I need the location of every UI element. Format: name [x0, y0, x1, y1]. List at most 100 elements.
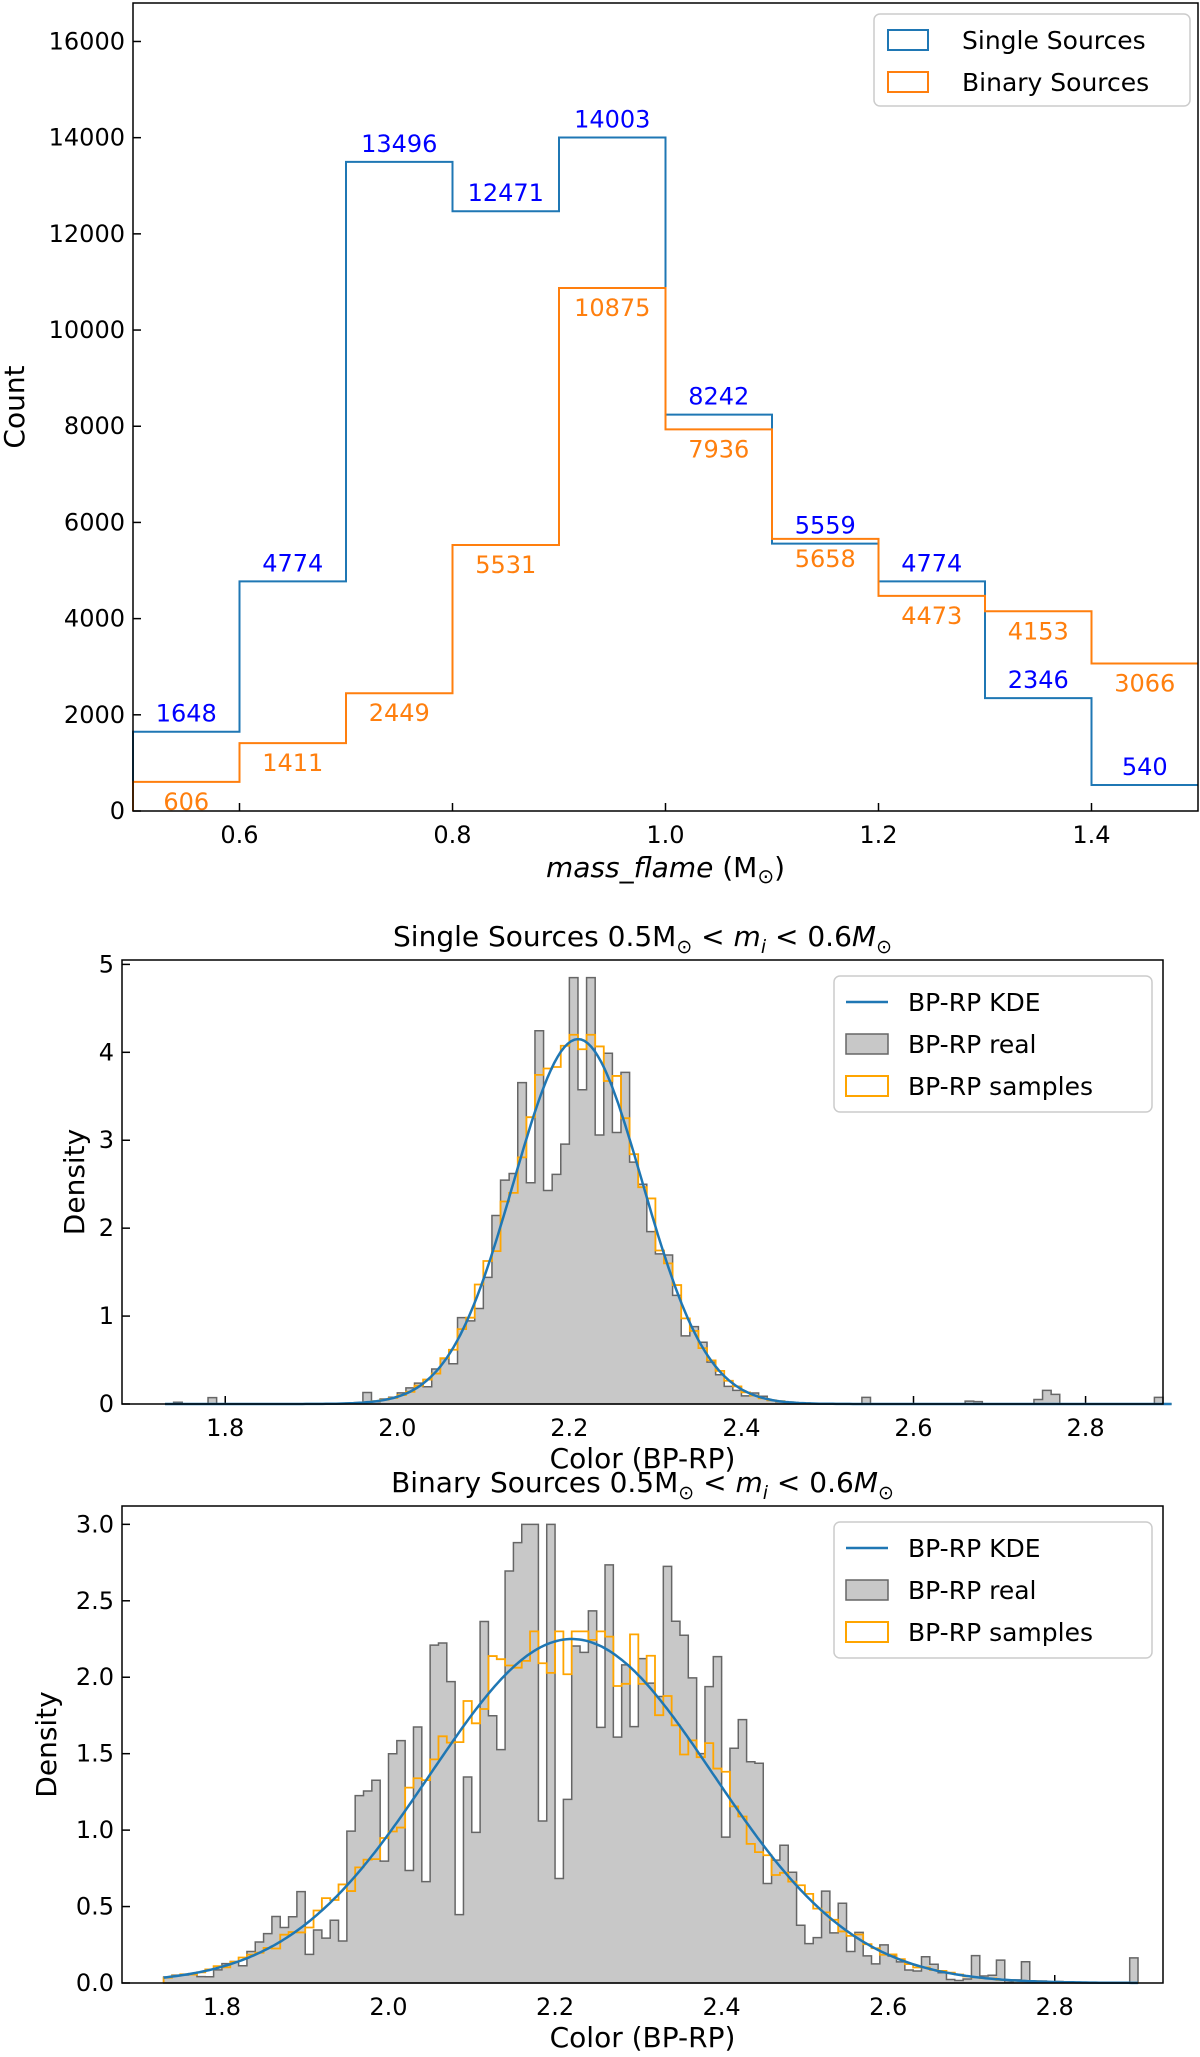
title-math: < 0.6 — [768, 1466, 854, 1499]
x-tick-label: 1.8 — [206, 1414, 244, 1442]
chart-title: Single Sources 0.5M⊙ < mi < 0.6M⊙ — [393, 920, 892, 958]
y-tick-label: 4 — [99, 1038, 114, 1066]
title-math: i — [761, 936, 767, 958]
legend-label: BP-RP samples — [908, 1072, 1093, 1101]
panel-binary-color-density: 1.8 2.0 2.2 2.4 2.6 2.8 0.0 0.5 1.0 1.5 2.0 2.5 3.0 B… — [30, 1466, 1164, 2054]
bar-value-label: 3066 — [1114, 670, 1175, 698]
x-axis-label: Color (BP-RP) — [550, 1442, 736, 1475]
plot-frame — [121, 1505, 1164, 1984]
y-tick-label: 1.5 — [76, 1740, 114, 1768]
legend-swatch — [845, 1621, 889, 1643]
x-axis-label-main: mass_flame — [546, 851, 713, 884]
title-math: M — [852, 920, 876, 953]
y-tick-label: 1.0 — [76, 1816, 114, 1844]
y-tick-label: 16000 — [49, 27, 125, 55]
y-tick-label: 3 — [99, 1126, 114, 1154]
bar-value-label: 8242 — [688, 383, 749, 411]
legend-box — [833, 975, 1153, 1113]
title-math: m — [734, 920, 761, 953]
x-tick-label: 2.6 — [894, 1414, 932, 1442]
series-binary-step-line — [132, 286, 1198, 811]
y-tick-label: 2.0 — [76, 1663, 114, 1691]
legend-swatch — [887, 29, 929, 51]
bar-value-label: 1411 — [262, 749, 323, 777]
y-axis-label: Density — [58, 1129, 91, 1235]
y-tick-label: 0 — [110, 797, 125, 825]
x-tick-label: 2.0 — [369, 1993, 407, 2021]
bar-value-label: 4473 — [901, 602, 962, 630]
x-tick-label: 2.6 — [869, 1993, 907, 2021]
y-tick-label: 2.5 — [76, 1587, 114, 1615]
bar-value-label: 4774 — [901, 549, 962, 577]
sun-symbol: ⊙ — [878, 1482, 894, 1504]
sun-symbol: ⊙ — [876, 936, 892, 958]
sun-symbol: ⊙ — [757, 864, 774, 888]
y-tick-label: 0.5 — [76, 1893, 114, 1921]
y-tick-label: 0.0 — [76, 1969, 114, 1997]
y-tick-label: 3.0 — [76, 1510, 114, 1538]
title-math: < — [692, 920, 733, 953]
y-tick-label: 2 — [99, 1214, 114, 1242]
y-tick-label: 8000 — [64, 412, 125, 440]
bar-value-label: 13496 — [361, 130, 437, 158]
plot-frame — [121, 959, 1164, 1405]
sun-symbol: ⊙ — [678, 1482, 694, 1504]
x-tick-label: 2.4 — [703, 1993, 741, 2021]
title-math: < 0.6 — [766, 920, 852, 953]
x-tick-label: 2.0 — [378, 1414, 416, 1442]
legend-swatch — [845, 1033, 889, 1055]
bar-value-label: 4774 — [262, 549, 323, 577]
legend-label: BP-RP real — [908, 1030, 1036, 1059]
bar-value-label: 2346 — [1008, 666, 1069, 694]
bar-value-label: 10875 — [574, 294, 650, 322]
legend-label: BP-RP samples — [908, 1618, 1093, 1647]
legend-swatch — [845, 1579, 889, 1601]
legend-box — [873, 13, 1191, 107]
chart-title-text: Binary Sources 0.5M — [391, 1466, 678, 1499]
x-tick-label: 2.8 — [1036, 1993, 1074, 2021]
y-tick-label: 5 — [99, 950, 114, 978]
y-tick-label: 2000 — [64, 701, 125, 729]
x-tick-label: 2.2 — [550, 1414, 588, 1442]
x-axis-label-unit: (M — [713, 851, 757, 884]
y-tick-label: 12000 — [49, 220, 125, 248]
title-math: M — [854, 1466, 878, 1499]
panel-mass-histogram: 0.6 0.8 1.0 1.2 1.4 0 2000 4000 6000 8000 10000 120… — [0, 2, 1199, 888]
bar-value-label: 7936 — [688, 435, 749, 463]
x-tick-label: 1.0 — [646, 821, 684, 849]
x-tick-label: 0.8 — [433, 821, 471, 849]
y-tick-label: 10000 — [49, 316, 125, 344]
y-tick-label: 14000 — [49, 124, 125, 152]
y-axis-label: Count — [0, 365, 31, 448]
y-tick-label: 4000 — [64, 605, 125, 633]
legend-swatch — [887, 71, 929, 93]
bar-value-label: 5531 — [475, 551, 536, 579]
y-tick-label: 1 — [99, 1302, 114, 1330]
sun-symbol: ⊙ — [676, 936, 692, 958]
bar-value-label: 12471 — [468, 179, 544, 207]
x-axis-label: Color (BP-RP) — [550, 2021, 736, 2054]
panel-single-color-density: 1.8 2.0 2.2 2.4 2.6 2.8 0 1 2 3 4 5 Single Sources 0… — [58, 920, 1172, 1475]
x-tick-label: 2.8 — [1066, 1414, 1104, 1442]
x-axis-label-close: ) — [774, 851, 785, 884]
legend-box — [833, 1521, 1153, 1659]
bar-value-label: 5559 — [795, 512, 856, 540]
bar-value-label: 540 — [1122, 753, 1168, 781]
kde-curve — [163, 1637, 1138, 1985]
legend-swatch — [845, 1075, 889, 1097]
y-tick-label: 0 — [99, 1390, 114, 1418]
x-tick-label: 1.8 — [203, 1993, 241, 2021]
plot-frame — [132, 2, 1199, 812]
y-tick-label: 6000 — [64, 508, 125, 536]
bar-value-label: 5658 — [795, 545, 856, 573]
legend-label: BP-RP KDE — [908, 988, 1041, 1017]
legend-label: BP-RP KDE — [908, 1534, 1041, 1563]
title-math: < — [694, 1466, 735, 1499]
legend-label: Binary Sources — [962, 68, 1149, 97]
chart-title-text: Single Sources 0.5M — [393, 920, 676, 953]
bar-value-label: 1648 — [156, 700, 217, 728]
chart-title: Binary Sources 0.5M⊙ < mi < 0.6M⊙ — [391, 1466, 894, 1504]
series-single-step-line — [132, 136, 1198, 811]
x-tick-label: 2.2 — [536, 1993, 574, 2021]
